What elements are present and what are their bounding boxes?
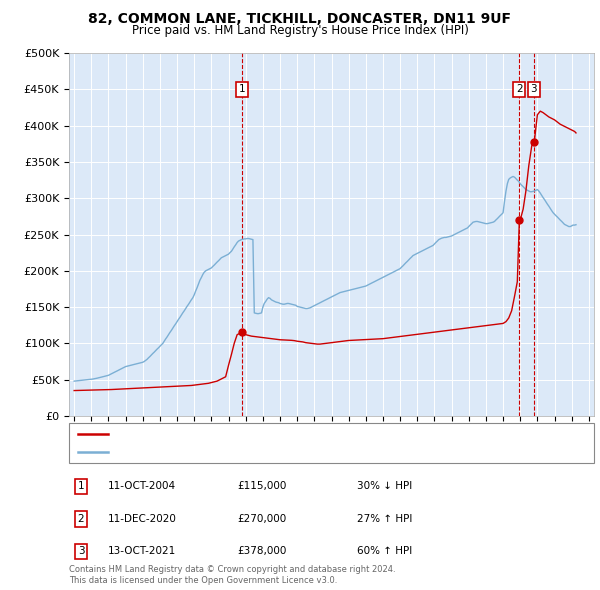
Text: 82, COMMON LANE, TICKHILL, DONCASTER, DN11 9UF (detached house): 82, COMMON LANE, TICKHILL, DONCASTER, DN… <box>114 430 491 440</box>
Text: 27% ↑ HPI: 27% ↑ HPI <box>357 514 412 524</box>
Text: 3: 3 <box>530 84 537 94</box>
Text: 11-OCT-2004: 11-OCT-2004 <box>108 481 176 491</box>
Text: 1: 1 <box>77 481 85 491</box>
Text: 2: 2 <box>516 84 523 94</box>
Text: 82, COMMON LANE, TICKHILL, DONCASTER, DN11 9UF: 82, COMMON LANE, TICKHILL, DONCASTER, DN… <box>89 12 511 26</box>
Text: Price paid vs. HM Land Registry's House Price Index (HPI): Price paid vs. HM Land Registry's House … <box>131 24 469 37</box>
Text: This data is licensed under the Open Government Licence v3.0.: This data is licensed under the Open Gov… <box>69 576 337 585</box>
Text: £270,000: £270,000 <box>237 514 286 524</box>
Text: Contains HM Land Registry data © Crown copyright and database right 2024.: Contains HM Land Registry data © Crown c… <box>69 565 395 574</box>
Text: 13-OCT-2021: 13-OCT-2021 <box>108 546 176 556</box>
Text: 60% ↑ HPI: 60% ↑ HPI <box>357 546 412 556</box>
Text: 1: 1 <box>239 84 245 94</box>
Text: £378,000: £378,000 <box>237 546 286 556</box>
Text: 2: 2 <box>77 514 85 524</box>
Text: 30% ↓ HPI: 30% ↓ HPI <box>357 481 412 491</box>
Text: £115,000: £115,000 <box>237 481 286 491</box>
Text: 3: 3 <box>77 546 85 556</box>
Text: 11-DEC-2020: 11-DEC-2020 <box>108 514 177 524</box>
Text: HPI: Average price, detached house, Doncaster: HPI: Average price, detached house, Donc… <box>114 447 361 457</box>
